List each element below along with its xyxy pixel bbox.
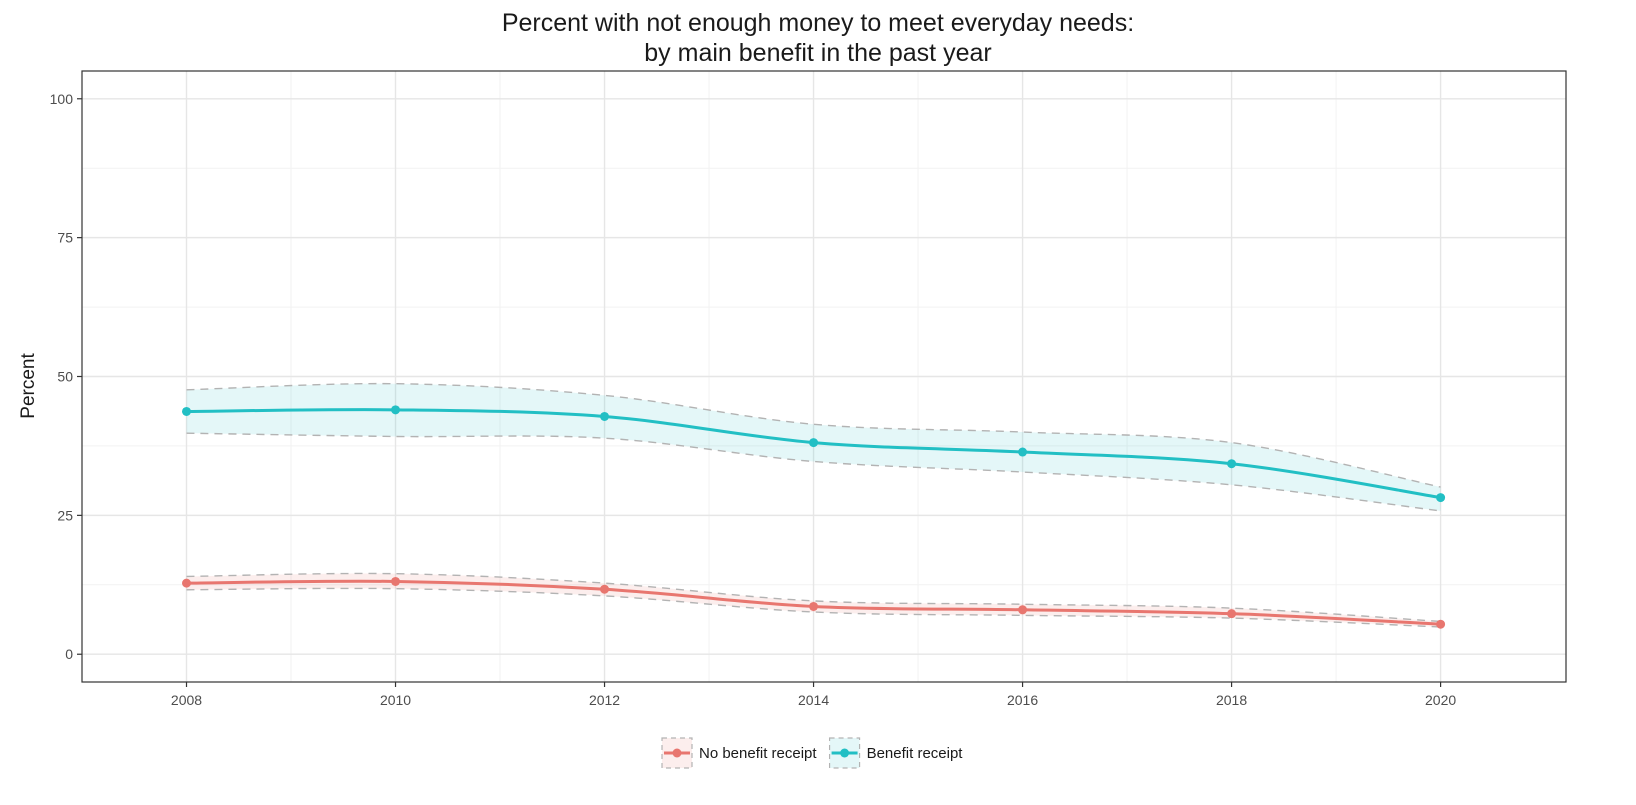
data-point [1227,609,1237,619]
data-point [600,411,610,421]
ci-band-fill [186,573,1441,628]
x-tick-label: 2018 [1216,692,1247,708]
data-point [182,406,192,416]
confidence-bands [186,382,1441,628]
x-tick-label: 2008 [171,692,202,708]
x-tick-label: 2016 [1007,692,1038,708]
chart-title-line1: Percent with not enough money to meet ev… [501,9,1135,37]
x-tick-label: 2020 [1425,692,1456,708]
x-tick-label: 2014 [798,692,829,708]
data-point [600,584,610,594]
y-tick-label: 100 [50,91,74,107]
data-point [1227,459,1237,469]
y-axis: 0 25 50 75 100 [50,91,82,662]
data-point [1018,447,1028,457]
y-tick-label: 25 [57,507,73,523]
data-point [391,405,401,415]
legend-key-point [672,748,682,758]
legend-item: Benefit receipt [828,737,964,769]
data-point [1436,619,1446,629]
y-axis-title: Percent [18,353,39,419]
ci-band-fill [186,383,1441,511]
data-point [391,576,401,586]
legend-label: No benefit receipt [699,745,817,762]
x-tick-label: 2010 [380,692,411,708]
y-tick-label: 50 [57,369,73,385]
data-point [809,601,819,611]
chart-title-line2: by main benefit in the past year [644,39,992,67]
y-tick-label: 75 [57,230,73,246]
x-axis: 2008 2010 2012 2014 2016 2018 2020 [171,682,1456,708]
legend: No benefit receipt Benefit receipt [661,737,964,769]
data-point [1018,605,1028,615]
legend-key-point [840,748,850,758]
series-points [182,405,1446,629]
data-point [182,578,192,588]
major-gridlines [82,71,1566,682]
minor-gridlines [82,71,1566,682]
legend-item: No benefit receipt [661,737,817,769]
data-point [1436,493,1446,503]
legend-label: Benefit receipt [867,745,964,762]
data-point [809,438,819,448]
y-tick-label: 0 [65,646,73,662]
x-tick-label: 2012 [589,692,620,708]
